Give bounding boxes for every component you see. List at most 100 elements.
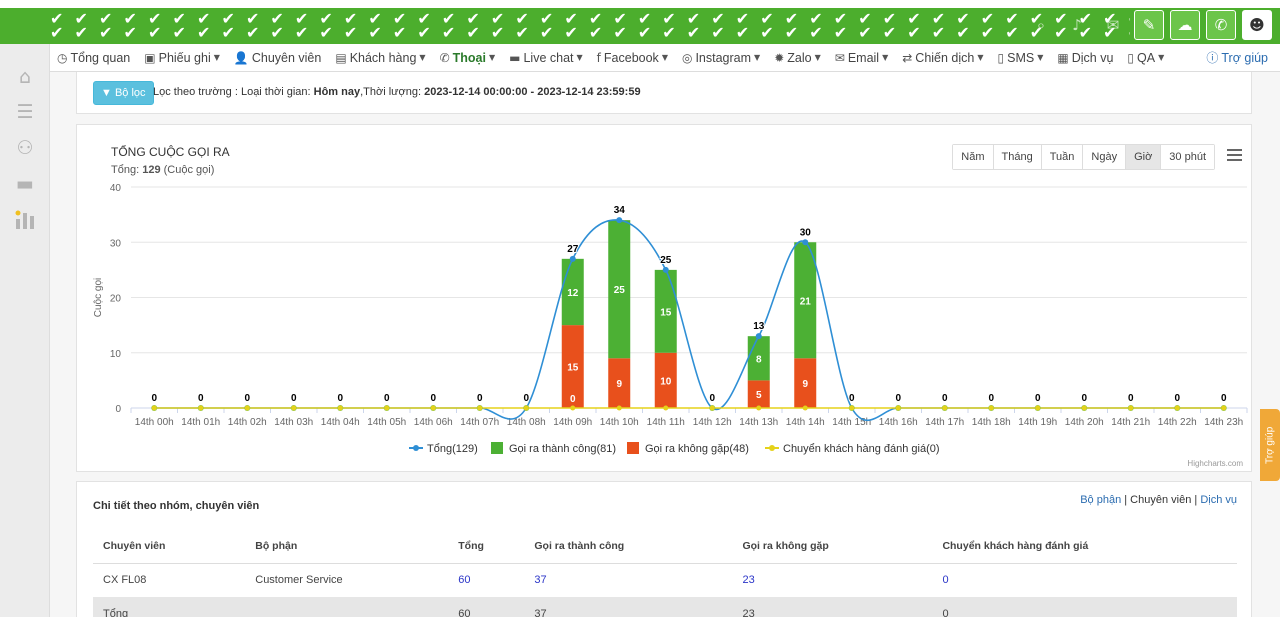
- nav-item-13[interactable]: ▯ QA ▼: [1120, 51, 1171, 65]
- nav-label: Khách hàng: [349, 50, 417, 65]
- nav-item-1[interactable]: ▣ Phiếu ghi ▼: [137, 51, 227, 65]
- nav-item-11[interactable]: ▯ SMS ▼: [991, 51, 1051, 65]
- bar-failed: [747, 380, 770, 408]
- x-tick-label: 14th 01h: [181, 417, 220, 428]
- column-header[interactable]: Chuyển khách hàng đánh giá: [932, 530, 1237, 564]
- total-data-label: 0: [709, 393, 715, 404]
- total-data-label: 0: [337, 393, 343, 404]
- top-header: ✔ ✔ ✔ ✔ ✔ ✔ ✔ ✔ ✔ ✔ ✔ ✔ ✔ ✔ ✔ ✔ ✔ ✔ ✔ ✔ …: [0, 0, 1280, 44]
- x-tick-label: 14th 22h: [1158, 417, 1197, 428]
- total-line: [154, 219, 1224, 422]
- range-button-3[interactable]: Ngày: [1082, 145, 1126, 169]
- range-button-5[interactable]: 30 phút: [1160, 145, 1214, 169]
- bar-label-success: 25: [614, 285, 626, 296]
- table-cell[interactable]: 0: [942, 574, 949, 587]
- user-icon[interactable]: ☻: [1242, 10, 1272, 40]
- nav-item-0[interactable]: ◷ Tổng quan: [50, 51, 137, 65]
- nav-icon: 👤: [233, 50, 249, 65]
- table-cell[interactable]: 60: [458, 574, 471, 587]
- help-link[interactable]: ⓘ Trợ giúp: [1199, 49, 1280, 66]
- nav-item-4[interactable]: ✆ Thoại ▼: [433, 51, 503, 65]
- evaluation-point: [1221, 405, 1227, 411]
- x-tick-label: 14th 11h: [647, 417, 685, 428]
- bar-success: [654, 269, 677, 353]
- evaluation-point: [244, 405, 250, 411]
- time-range-selector: Năm Tháng Tuần Ngày Giờ 30 phút: [952, 144, 1215, 170]
- evaluation-point: [849, 405, 855, 411]
- chart-menu-icon[interactable]: [1227, 149, 1242, 161]
- bar-failed: [654, 352, 677, 408]
- range-button-1[interactable]: Tháng: [992, 145, 1041, 169]
- column-header[interactable]: Gọi ra không gặp: [732, 530, 933, 564]
- chat-bubble-icon[interactable]: ▬: [16, 173, 34, 195]
- nav-item-2[interactable]: 👤 Chuyên viên: [227, 51, 328, 65]
- nav-item-10[interactable]: ⇄ Chiến dịch ▼: [895, 51, 990, 65]
- home-icon[interactable]: ⌂: [18, 66, 32, 88]
- range-button-2[interactable]: Tuần: [1040, 145, 1083, 169]
- chart-subtitle: Tổng: 129 (Cuộc gọi): [111, 164, 215, 176]
- column-header[interactable]: Chuyên viên: [93, 530, 246, 564]
- bell-icon[interactable]: ♪: [1072, 16, 1082, 34]
- x-tick-label: 14th 14h: [786, 417, 825, 428]
- x-tick-label: 14th 16h: [879, 417, 918, 428]
- bar-chart-icon[interactable]: [12, 209, 38, 235]
- evaluation-point: [523, 405, 529, 411]
- total-cell: 60: [448, 597, 525, 617]
- nav-item-7[interactable]: ◎ Instagram ▼: [675, 51, 767, 65]
- legend-item: Gọi ra không gặp(48): [645, 443, 749, 455]
- bar-success: [561, 258, 584, 326]
- mail-icon[interactable]: ✉: [1106, 16, 1120, 34]
- total-row: Tổng 60 37 23 0: [93, 597, 1237, 617]
- total-data-label: 0: [942, 393, 948, 404]
- time-type: Hôm nay: [313, 86, 361, 98]
- range-button-0[interactable]: Năm: [953, 145, 993, 169]
- nav-item-3[interactable]: ▤ Khách hàng ▼: [328, 51, 432, 65]
- filter-panel: ▼ Bộ lọc Lọc theo trường : Loại thời gia…: [76, 72, 1252, 114]
- bar-label-failed: 9: [616, 379, 622, 390]
- evaluation-point: [1035, 405, 1041, 411]
- legend-item: Gọi ra thành công(81): [509, 443, 616, 455]
- list-icon[interactable]: ☰: [16, 101, 34, 123]
- phone-icon[interactable]: ✆: [1206, 10, 1236, 40]
- evaluation-point: [198, 405, 204, 411]
- link-agent[interactable]: Chuyên viên: [1130, 494, 1192, 506]
- nav-item-8[interactable]: ✹ Zalo ▼: [767, 51, 828, 65]
- y-tick-label: 40: [110, 183, 122, 194]
- total-data-label: 0: [384, 393, 390, 404]
- nav-icon: ◎: [681, 50, 693, 65]
- x-tick-label: 14th 17h: [925, 417, 964, 428]
- column-header[interactable]: Bộ phận: [245, 530, 449, 564]
- chevron-down-icon: ▼: [576, 53, 583, 62]
- nav-item-9[interactable]: ✉ Email ▼: [828, 51, 895, 65]
- chevron-down-icon: ▼: [1158, 53, 1165, 62]
- column-header[interactable]: Gọi ra thành công: [524, 530, 733, 564]
- header-actions: ⌕ ♪ ✉ ✎ ☁ ✆ ☻: [1026, 10, 1272, 40]
- table-cell[interactable]: 37: [534, 574, 547, 587]
- search-icon[interactable]: ⌕: [1036, 16, 1046, 34]
- chart-title: TỔNG CUỘC GỌI RA: [111, 145, 230, 159]
- total-data-label: 0: [244, 393, 250, 404]
- bar-success: [794, 242, 817, 359]
- nav-item-12[interactable]: ▦ Dịch vụ: [1050, 51, 1120, 65]
- duration-value: 2023-12-14 00:00:00 - 2023-12-14 23:59:5…: [424, 86, 641, 98]
- chart-credits[interactable]: Highcharts.com: [1187, 459, 1243, 468]
- total-data-label: 0: [477, 393, 483, 404]
- x-tick-label: 14th 19h: [1018, 417, 1057, 428]
- total-cell: 0: [932, 597, 1237, 617]
- chat-icon[interactable]: ☁: [1170, 10, 1200, 40]
- users-icon[interactable]: ⚇: [16, 137, 34, 159]
- table-cell[interactable]: 23: [742, 574, 755, 587]
- ticket-icon[interactable]: ✎: [1134, 10, 1164, 40]
- column-header[interactable]: Tổng: [448, 530, 525, 564]
- nav-item-5[interactable]: ▬ Live chat ▼: [502, 51, 590, 65]
- range-button-4[interactable]: Giờ: [1125, 145, 1161, 169]
- nav-label: Phiếu ghi: [158, 50, 211, 65]
- chevron-down-icon: ▼: [488, 53, 496, 62]
- evaluation-point: [151, 405, 157, 411]
- filter-button[interactable]: ▼ Bộ lọc: [93, 81, 154, 105]
- nav-item-6[interactable]: f Facebook ▼: [590, 51, 675, 65]
- chevron-down-icon: ▼: [1037, 53, 1044, 62]
- link-service[interactable]: Dịch vụ: [1200, 494, 1237, 506]
- help-side-tab[interactable]: Trợ giúp: [1260, 409, 1280, 481]
- link-department[interactable]: Bộ phận: [1080, 494, 1122, 506]
